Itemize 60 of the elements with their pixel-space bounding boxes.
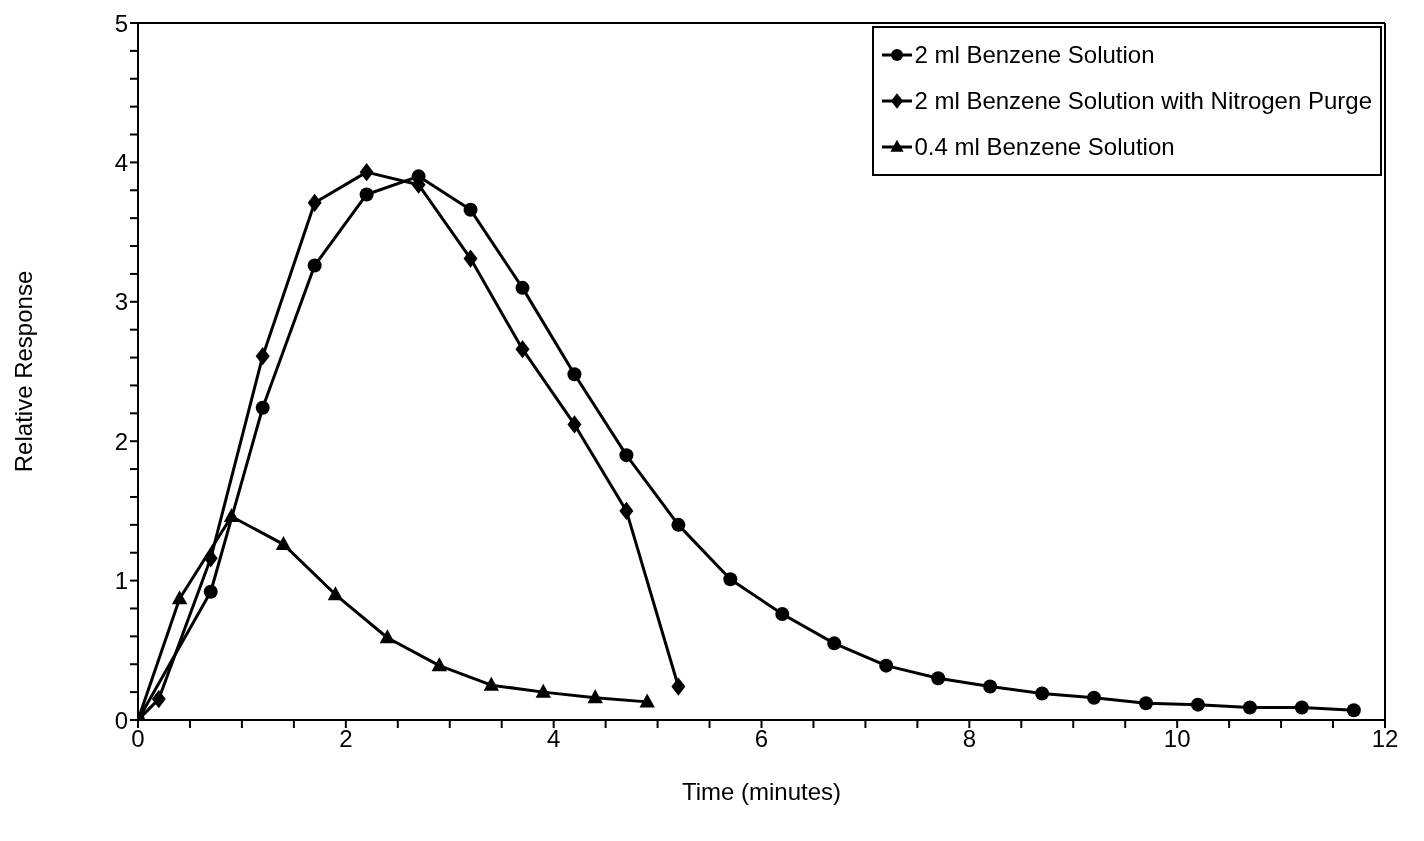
point — [535, 683, 551, 698]
point — [619, 501, 634, 520]
point — [359, 187, 374, 202]
point — [639, 693, 655, 708]
point — [515, 340, 530, 359]
point — [1087, 690, 1102, 705]
x-tick-label: 12 — [1371, 725, 1399, 753]
x-tick-label: 2 — [339, 725, 353, 753]
point — [151, 689, 166, 709]
point — [171, 590, 188, 605]
point — [483, 676, 500, 691]
y-tick-label: 2 — [114, 427, 128, 455]
point — [879, 658, 894, 673]
y-axis-title: Relative Response — [9, 270, 37, 473]
x-tick-label: 0 — [131, 725, 145, 753]
legend-label: 2 ml Benzene Solution with Nitrogen Purge — [914, 87, 1372, 115]
y-tick-label: 3 — [114, 288, 128, 316]
point — [619, 448, 634, 463]
point — [379, 629, 396, 644]
point — [275, 535, 292, 550]
point — [203, 549, 218, 568]
y-tick-label: 5 — [114, 9, 128, 37]
point — [931, 671, 946, 686]
point — [827, 636, 842, 651]
point — [671, 517, 686, 532]
point — [567, 415, 582, 434]
point — [307, 193, 322, 212]
point — [463, 249, 478, 268]
point — [359, 163, 374, 182]
point — [587, 689, 603, 704]
point — [1190, 697, 1205, 712]
point — [255, 347, 270, 366]
point — [775, 607, 790, 622]
y-tick-label: 1 — [114, 567, 128, 595]
point — [723, 572, 738, 587]
x-tick-label: 10 — [1163, 725, 1191, 753]
point — [1242, 700, 1257, 715]
point — [327, 586, 344, 601]
x-axis-title: Time (minutes) — [681, 778, 842, 805]
point — [431, 657, 448, 672]
point — [203, 584, 218, 599]
point — [223, 508, 240, 523]
legend-label: 2 ml Benzene Solution — [914, 41, 1155, 69]
point — [671, 677, 686, 696]
legend-label: 0.4 ml Benzene Solution — [914, 133, 1175, 161]
point — [255, 400, 270, 415]
point — [1346, 703, 1361, 718]
x-tick-label: 4 — [546, 725, 561, 753]
point — [1294, 700, 1309, 715]
point — [567, 367, 582, 382]
point — [1035, 686, 1050, 701]
point — [515, 280, 530, 295]
x-tick-label: 8 — [962, 725, 977, 753]
point — [1138, 696, 1153, 711]
x-tick-label: 6 — [754, 725, 769, 753]
point — [307, 258, 322, 273]
point — [983, 679, 998, 694]
y-tick-label: 0 — [114, 706, 128, 734]
point — [463, 202, 478, 217]
y-tick-label: 4 — [114, 148, 128, 176]
